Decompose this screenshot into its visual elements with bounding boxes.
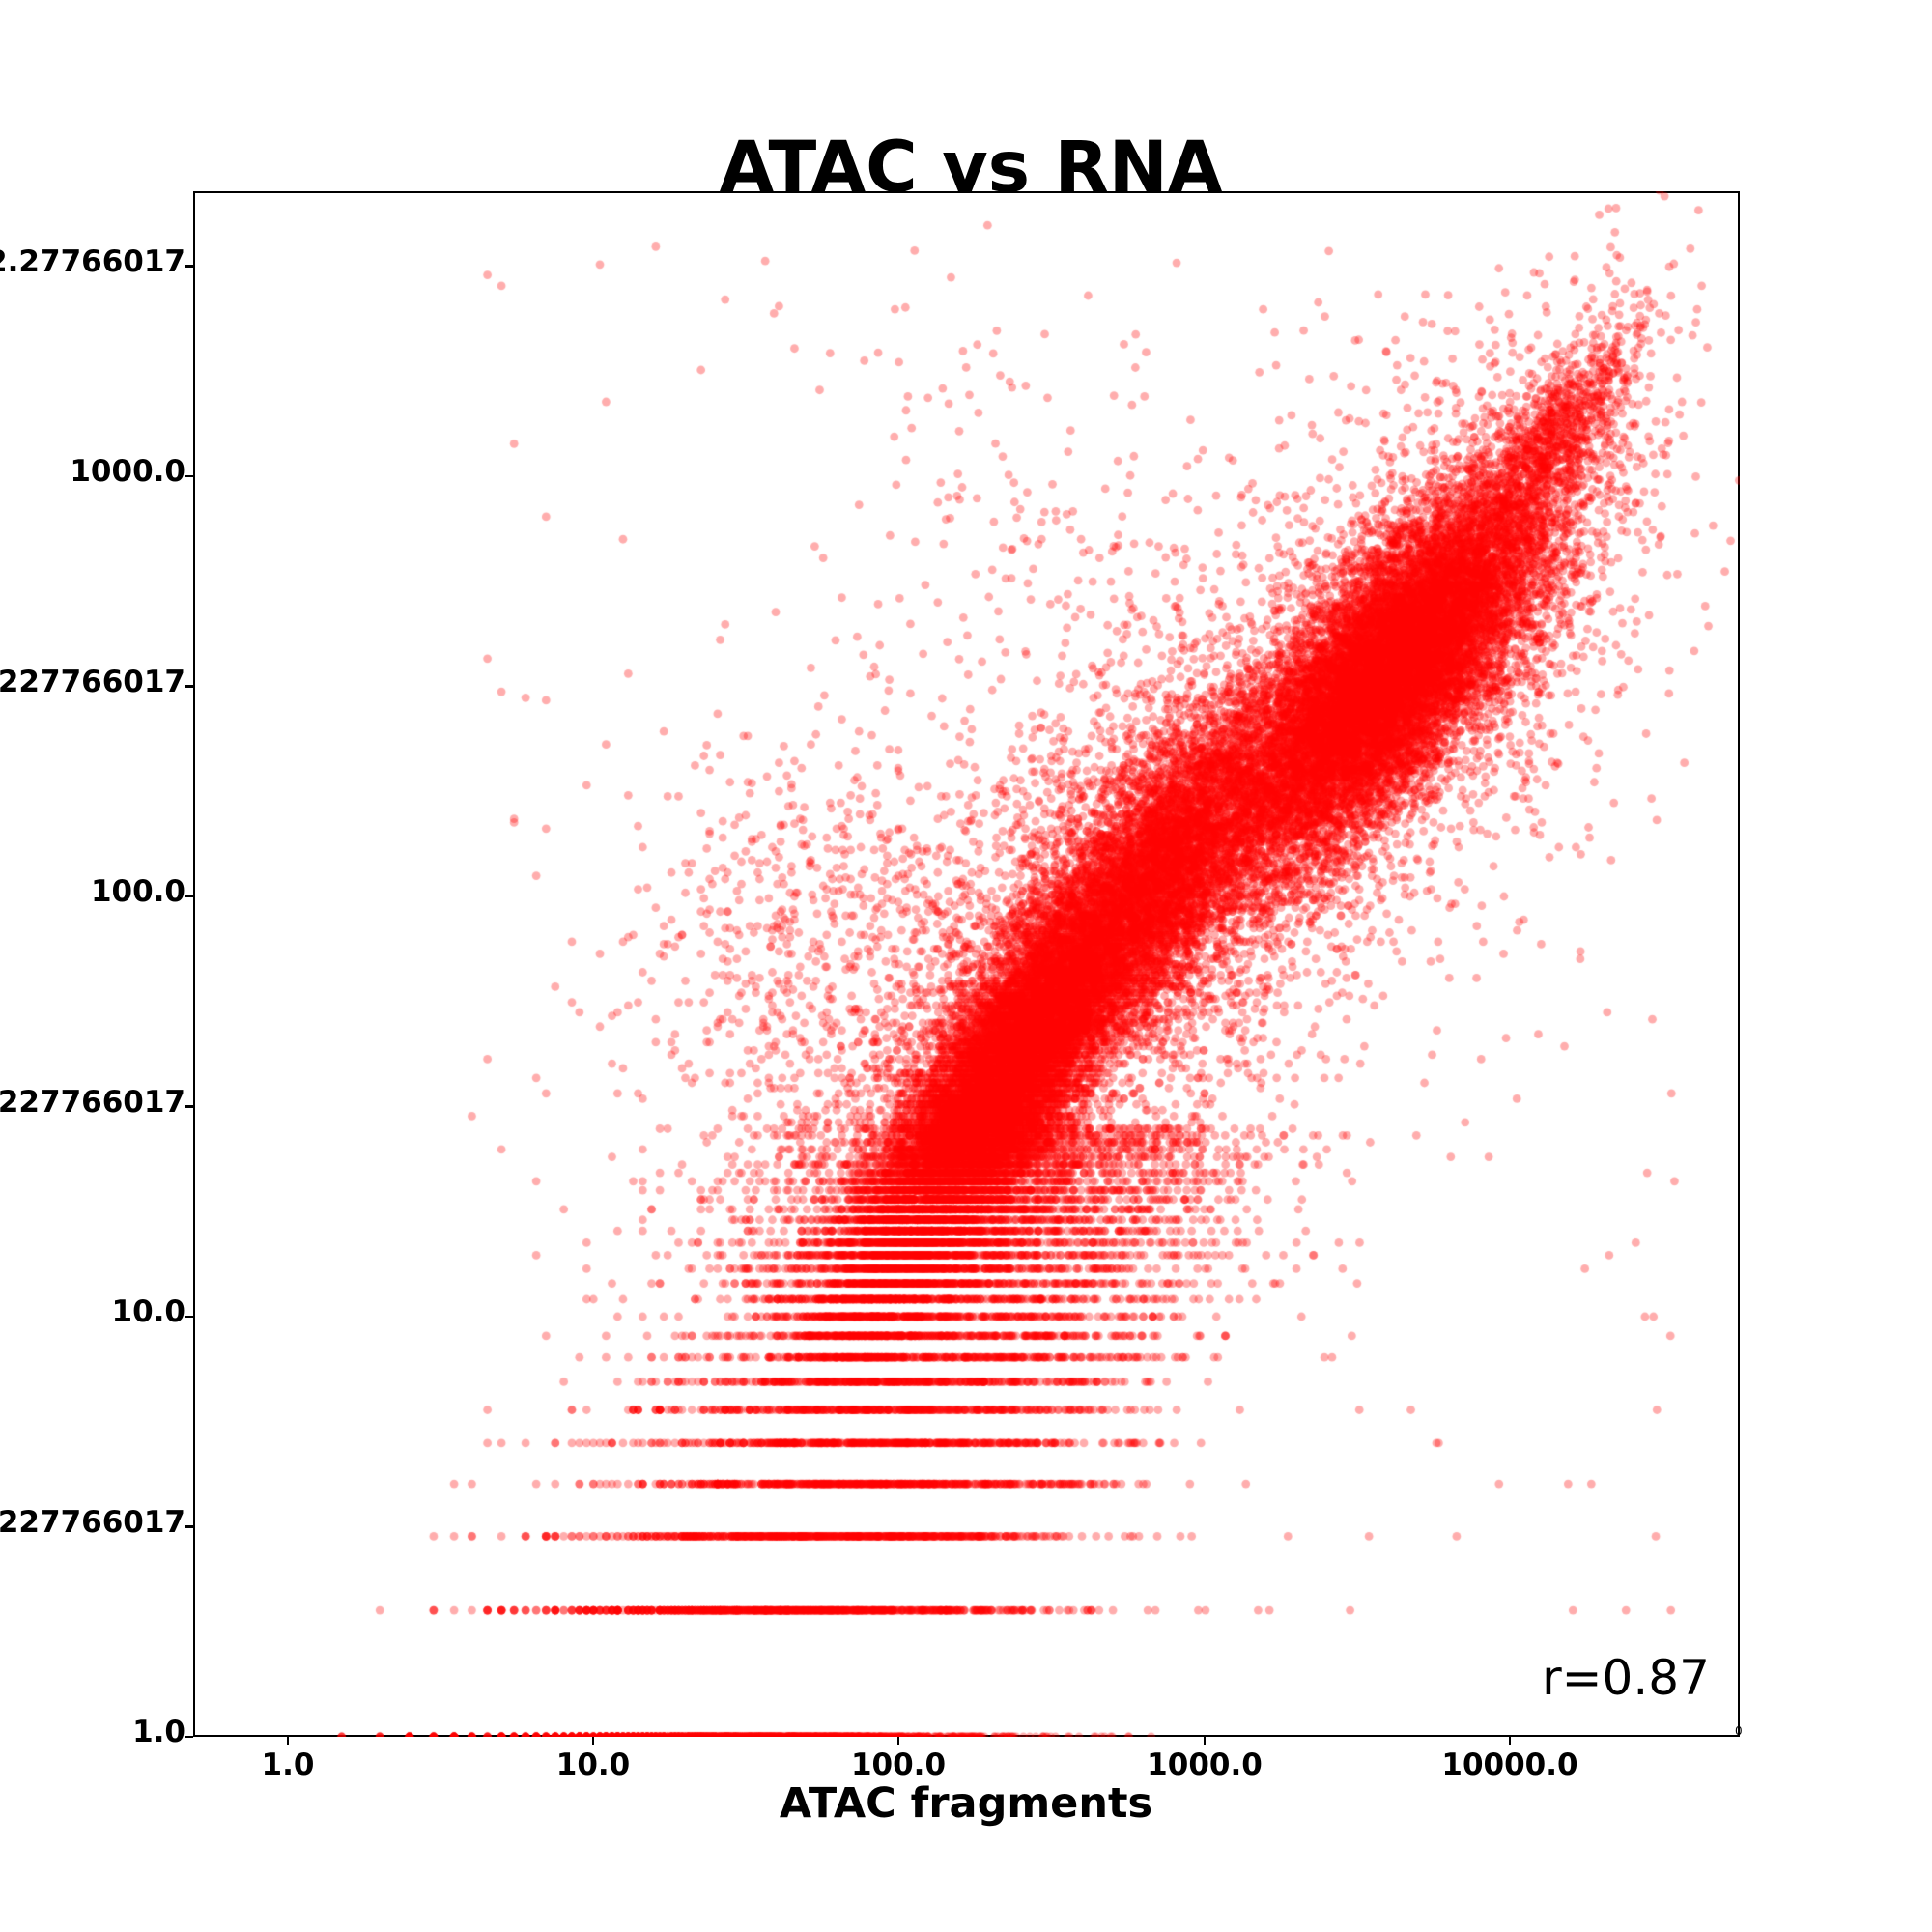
chart-title: ATAC vs RNA [719,127,1223,209]
y-tick-mark [185,1735,193,1739]
corner-clipped-text: 0 [1735,1724,1743,1738]
y-tick-label: 316.227766017 [0,664,185,699]
x-tick-label: 1000.0 [1147,1747,1263,1782]
x-tick-label: 10.0 [555,1747,631,1782]
y-tick-label: 1.0 [132,1715,185,1749]
y-tick-label: 100.0 [90,874,185,909]
y-tick-label: 1000.0 [70,454,185,489]
x-tick-label: 100.0 [850,1747,947,1782]
y-tick-label: 31.6227766017 [0,1084,185,1120]
x-tick-mark [591,1737,595,1745]
correlation-annotation: r=0.87 [1542,1650,1710,1706]
y-tick-label: 10.0 [111,1294,186,1329]
scatter-points-canvas [193,191,1740,1737]
y-tick-label: 3.16227766017 [0,1504,185,1540]
x-tick-mark [1508,1737,1512,1745]
x-axis-label: ATAC fragments [779,1779,1153,1828]
y-tick-mark [185,265,193,268]
y-tick-mark [185,1525,193,1528]
y-tick-mark [185,1315,193,1319]
x-tick-label: 1.0 [261,1747,315,1782]
x-tick-mark [1203,1737,1207,1745]
y-tick-mark [185,685,193,688]
y-tick-mark [185,895,193,898]
y-tick-label: 3162.27766017 [0,243,185,279]
x-tick-label: 10000.0 [1441,1747,1578,1782]
y-tick-mark [185,1105,193,1108]
x-tick-mark [286,1737,290,1745]
y-tick-mark [185,474,193,478]
x-tick-mark [896,1737,900,1745]
